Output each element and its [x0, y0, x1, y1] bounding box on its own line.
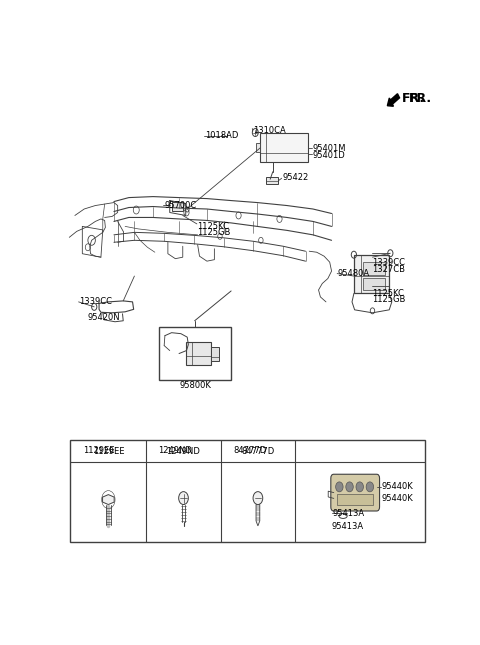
- Text: 95440K: 95440K: [382, 482, 414, 491]
- Text: 84777D: 84777D: [241, 446, 275, 455]
- Circle shape: [253, 491, 263, 504]
- Text: 95480A: 95480A: [337, 269, 369, 278]
- Text: 95422: 95422: [282, 174, 309, 183]
- Text: 95700C: 95700C: [164, 201, 196, 210]
- Text: 84777D: 84777D: [233, 446, 266, 455]
- Circle shape: [366, 482, 373, 492]
- Circle shape: [346, 482, 353, 492]
- Text: 1249ND: 1249ND: [167, 446, 201, 455]
- Text: 95420N: 95420N: [88, 313, 120, 322]
- Polygon shape: [256, 504, 260, 526]
- Text: 1129EE: 1129EE: [93, 446, 124, 455]
- FancyBboxPatch shape: [331, 474, 380, 511]
- Bar: [260, 133, 309, 162]
- Text: 95800K: 95800K: [180, 381, 212, 390]
- Bar: [363, 277, 385, 290]
- Bar: [172, 201, 183, 212]
- Text: 1125GB: 1125GB: [372, 295, 406, 304]
- Text: 1125KC: 1125KC: [372, 289, 404, 298]
- Text: FR.: FR.: [409, 92, 432, 104]
- Polygon shape: [103, 495, 114, 504]
- Bar: [256, 143, 260, 152]
- Bar: [266, 177, 278, 184]
- FancyArrow shape: [387, 94, 399, 106]
- Bar: [337, 493, 373, 504]
- Circle shape: [336, 482, 343, 492]
- Circle shape: [356, 482, 363, 492]
- Text: 1249ND: 1249ND: [158, 446, 192, 455]
- Text: 95401D: 95401D: [313, 151, 346, 160]
- Bar: [186, 342, 211, 366]
- Text: 1339CC: 1339CC: [372, 258, 406, 267]
- Bar: [211, 346, 219, 361]
- Text: 1327CB: 1327CB: [372, 264, 406, 273]
- Bar: [71, 440, 424, 542]
- Text: 1310CA: 1310CA: [253, 126, 286, 135]
- Text: 95401M: 95401M: [313, 144, 347, 154]
- Bar: [363, 262, 385, 275]
- Bar: [158, 327, 231, 381]
- Text: 1125KC: 1125KC: [197, 222, 229, 231]
- Text: 95413A: 95413A: [332, 522, 364, 531]
- Text: 1339CC: 1339CC: [79, 297, 111, 306]
- Text: 95440K: 95440K: [382, 494, 414, 503]
- Text: 1125GB: 1125GB: [197, 228, 230, 237]
- Text: FR.: FR.: [402, 92, 425, 104]
- Text: 95413A: 95413A: [333, 509, 365, 518]
- Text: 1129EE: 1129EE: [84, 446, 115, 455]
- Bar: [354, 255, 389, 293]
- Text: 1018AD: 1018AD: [205, 131, 239, 140]
- Circle shape: [179, 491, 188, 504]
- Ellipse shape: [339, 513, 347, 519]
